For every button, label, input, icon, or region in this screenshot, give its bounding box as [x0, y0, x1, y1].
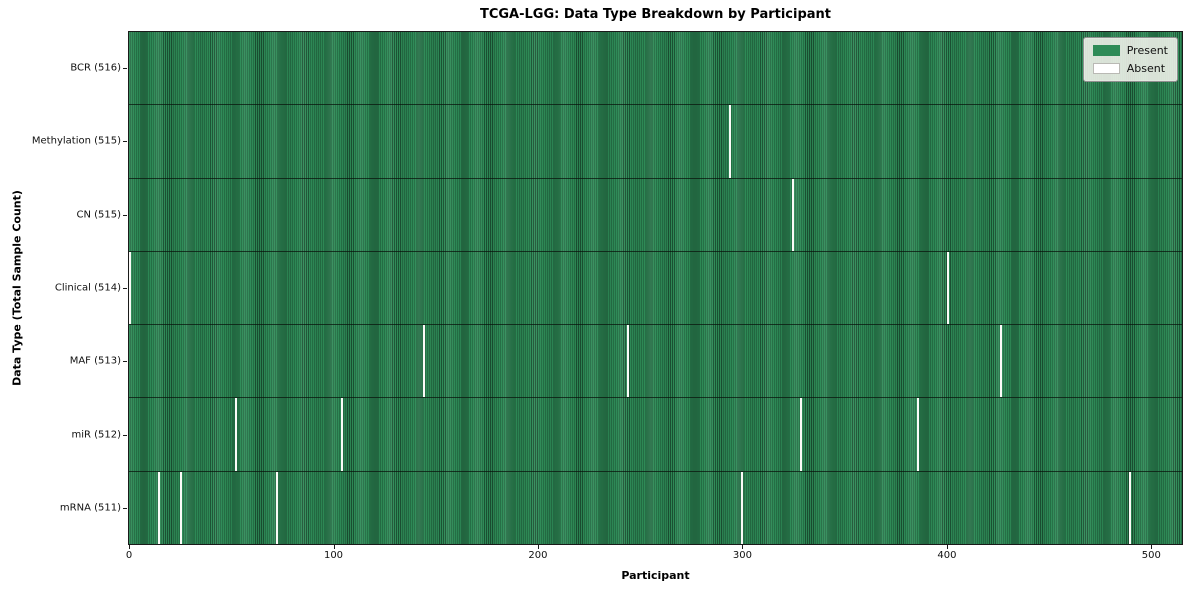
absent-gap	[157, 471, 160, 544]
y-tick	[123, 288, 127, 289]
absent-gap	[800, 398, 803, 471]
heatmap-row-MAF	[129, 325, 1182, 399]
heatmap-row-BCR	[129, 32, 1182, 106]
heatmap-row-Clinical	[129, 251, 1182, 326]
absent-gap	[180, 471, 183, 544]
heatmap-row-miR	[129, 398, 1182, 472]
x-tick	[537, 545, 539, 549]
y-tick-label-Methylation: Methylation (515)	[31, 135, 121, 147]
heatmap-row-mRNA	[129, 471, 1182, 544]
absent-gap	[916, 398, 919, 471]
y-axis-label: Data Type (Total Sample Count)	[10, 190, 24, 386]
chart-title: TCGA-LGG: Data Type Breakdown by Partici…	[479, 7, 832, 22]
legend: Present Absent	[1082, 37, 1178, 82]
absent-gap	[1128, 471, 1131, 544]
y-tick-label-BCR: BCR (516)	[70, 62, 121, 74]
legend-label-present: Present	[1126, 44, 1168, 57]
absent-gap	[341, 398, 344, 471]
absent-gap	[422, 325, 425, 398]
x-tick	[129, 545, 130, 549]
legend-item-absent: Absent	[1092, 62, 1168, 75]
absent-gap	[1000, 325, 1003, 398]
y-tick-label-mRNA: mRNA (511)	[59, 502, 121, 514]
absent-gap	[947, 251, 950, 325]
y-tick-label-CN: CN (515)	[76, 209, 121, 221]
y-tick-label-MAF: MAF (513)	[69, 355, 121, 367]
y-tick-label-miR: miR (512)	[71, 429, 121, 441]
y-tick-label-Clinical: Clinical (514)	[54, 282, 121, 294]
x-tick-label-500: 500	[1141, 550, 1161, 561]
absent-gap	[792, 178, 795, 251]
plot-area	[128, 31, 1183, 545]
absent-gap	[728, 105, 731, 178]
x-tick-label-300: 300	[732, 550, 752, 561]
y-tick	[123, 434, 127, 436]
heatmap-row-CN	[129, 178, 1182, 252]
x-tick-label-100: 100	[323, 550, 344, 561]
x-tick-label-400: 400	[937, 550, 957, 561]
absent-gap	[235, 398, 238, 471]
x-tick	[742, 545, 744, 549]
x-tick-label-200: 200	[528, 550, 548, 561]
heatmap-row-Methylation	[129, 105, 1182, 179]
y-tick	[123, 67, 127, 69]
absent-gap	[626, 325, 629, 398]
present-swatch-icon	[1092, 45, 1120, 56]
y-tick	[123, 141, 127, 143]
x-tick-label-0: 0	[125, 550, 133, 561]
y-tick	[123, 214, 127, 216]
legend-label-absent: Absent	[1126, 62, 1166, 75]
absent-gap	[129, 251, 132, 325]
x-tick	[333, 545, 335, 549]
absent-gap	[275, 471, 278, 544]
absent-swatch-icon	[1092, 63, 1120, 74]
legend-item-present: Present	[1092, 44, 1168, 57]
y-tick	[123, 361, 127, 363]
x-tick	[1151, 545, 1153, 549]
absent-gap	[741, 471, 744, 544]
y-tick	[123, 508, 127, 510]
x-tick	[946, 545, 948, 549]
x-axis-label: Participant	[621, 569, 690, 582]
